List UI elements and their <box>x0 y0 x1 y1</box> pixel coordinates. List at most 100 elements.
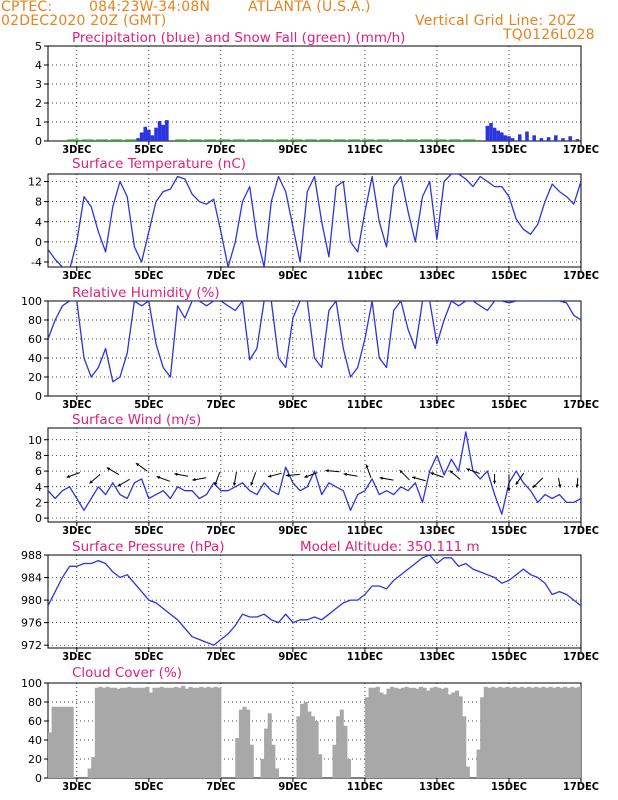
snow-bar <box>218 139 231 141</box>
x-tick-label: 9DEC <box>278 269 307 282</box>
cloud-bar <box>141 687 146 778</box>
cloud-bar <box>390 686 395 778</box>
precip-bar <box>154 127 158 141</box>
cloud-bar <box>393 687 398 778</box>
panel-data <box>48 555 581 646</box>
snow-bar <box>276 139 289 141</box>
wind-arrow-head <box>135 463 140 467</box>
cloud-bar <box>123 687 128 778</box>
series-line <box>48 555 581 646</box>
cloud-bar <box>494 687 499 778</box>
cloud-bar <box>184 688 189 778</box>
cloud-bar <box>372 687 377 778</box>
panel-2: -4 0 4 8 12 3DEC 5DEC 7DEC 9DEC 11DEC 13DEC 15DEC 17… <box>28 156 599 282</box>
x-tick-label: 5DEC <box>134 780 163 793</box>
snow-bar <box>333 139 346 141</box>
cloud-bar <box>534 686 539 778</box>
x-tick-label: 17DEC <box>563 269 599 282</box>
wind-arrow-head <box>399 470 403 474</box>
cloud-bar <box>447 694 452 778</box>
x-tick-label: 11DEC <box>347 780 383 793</box>
panel-3: 0 20 40 60 80 100 3DEC 5DEC 7DEC 9DEC 11DEC 13DEC 15… <box>21 285 599 411</box>
cloud-bar <box>55 706 60 778</box>
panel-title: Cloud Cover (%) <box>72 665 182 681</box>
cloud-bar <box>379 692 384 778</box>
y-tick-label: 4 <box>35 216 42 229</box>
cloud-bar <box>562 686 568 778</box>
cloud-bar <box>436 687 442 778</box>
cloud-bar <box>102 687 107 778</box>
precip-bar <box>561 138 565 141</box>
wind-arrow-head <box>156 476 161 480</box>
precip-bar <box>539 138 544 141</box>
cloud-bar <box>505 686 510 778</box>
header-coords: 084:23W-34:08N <box>89 0 211 15</box>
cloud-bar <box>519 686 524 778</box>
precip-bar <box>503 135 508 141</box>
header-location: ATLANTA (U.S.A.) <box>248 0 371 15</box>
wind-arrow-head <box>268 474 272 478</box>
y-tick-label: 4 <box>35 59 42 72</box>
panel-title: Relative Humidity (%) <box>72 285 220 301</box>
cloud-bar <box>174 686 179 778</box>
wind-arrow-head <box>250 482 254 486</box>
snow-bar <box>110 139 123 141</box>
precip-bar <box>546 137 551 141</box>
x-tick-label: 7DEC <box>206 524 235 537</box>
x-tick-label: 7DEC <box>206 143 235 156</box>
x-tick-label: 3DEC <box>62 524 91 537</box>
y-tick-label: 5 <box>35 40 42 53</box>
precip-bar <box>489 122 493 141</box>
cloud-bar <box>570 686 575 778</box>
snow-bar <box>81 139 94 141</box>
panel-6: 0 20 40 60 80 100 3DEC 5DEC 7DEC 9DEC 11DEC 13DEC 15… <box>21 665 599 793</box>
cloud-bar <box>526 686 532 778</box>
x-tick-label: 3DEC <box>62 780 91 793</box>
cloud-bar <box>138 687 143 778</box>
x-tick-label: 13DEC <box>419 780 455 793</box>
cloud-bar <box>181 685 186 778</box>
precip-bar <box>157 121 162 141</box>
cloud-bar <box>516 687 521 778</box>
cloud-bar <box>202 687 207 778</box>
wind-arrow-head <box>192 477 196 482</box>
cloud-bar <box>242 706 247 778</box>
y-tick-label: 80 <box>28 696 42 709</box>
cloud-bar <box>300 703 305 778</box>
cloud-bar <box>188 686 193 778</box>
x-tick-label: 17DEC <box>563 143 599 156</box>
cloud-bar <box>303 702 308 778</box>
cloud-bar <box>94 687 99 778</box>
cloud-bar <box>339 709 344 778</box>
cloud-bar <box>458 696 463 778</box>
cloud-bar <box>260 759 265 778</box>
y-tick-label: 100 <box>21 677 42 690</box>
y-tick-label: 60 <box>28 333 42 346</box>
cloud-bar <box>166 687 171 778</box>
header-grid-note: Vertical Grid Line: 20Z <box>415 13 577 29</box>
x-tick-label: 9DEC <box>278 143 307 156</box>
cloud-bar <box>418 686 424 778</box>
cloud-bar <box>476 749 481 778</box>
y-tick-label: 8 <box>35 449 42 462</box>
cloud-bar <box>397 688 402 778</box>
y-tick-label: 10 <box>28 434 42 447</box>
x-tick-label: 5DEC <box>134 398 163 411</box>
header-source: CPTEC: <box>1 0 53 15</box>
precip-bar <box>510 138 515 141</box>
cloud-bar <box>573 687 578 778</box>
cloud-bar <box>48 732 53 778</box>
y-tick-label: 60 <box>28 715 42 728</box>
cloud-bar <box>364 697 370 778</box>
panel-frame <box>47 45 582 142</box>
panel-data <box>67 120 580 141</box>
cloud-bar <box>112 687 117 778</box>
wind-arrow-head <box>532 484 537 488</box>
precip-bar <box>575 139 580 141</box>
x-tick-label: 9DEC <box>278 780 307 793</box>
cloud-bar <box>433 686 438 778</box>
snow-bar <box>448 139 461 141</box>
y-tick-label: 0 <box>35 772 42 785</box>
cloud-bar <box>552 687 557 778</box>
panel-title: Surface Temperature (nC) <box>72 156 246 172</box>
